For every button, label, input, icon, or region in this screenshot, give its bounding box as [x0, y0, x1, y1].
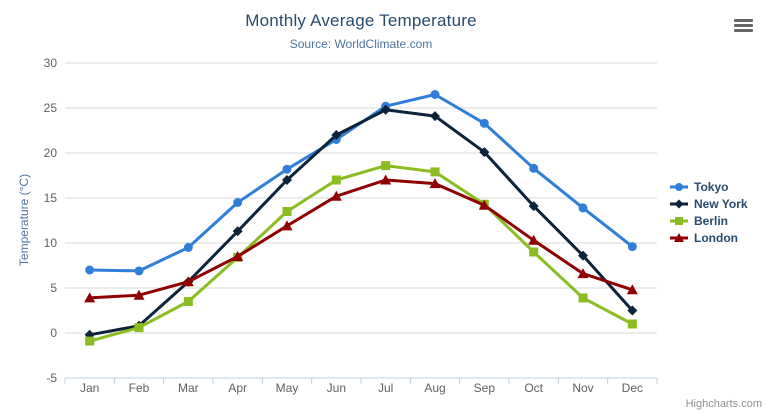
legend: Tokyo New York Berlin London — [669, 179, 748, 245]
point-tokyo-dec[interactable] — [627, 242, 637, 252]
point-london-may[interactable] — [281, 220, 293, 231]
point-tokyo-jan[interactable] — [85, 265, 95, 275]
series-tokyo — [85, 90, 637, 276]
point-berlin-jul[interactable] — [381, 161, 391, 171]
y-axis-tick-label: 30 — [44, 56, 58, 70]
legend-item-berlin[interactable]: Berlin — [669, 213, 748, 228]
point-new-york-jun[interactable] — [331, 130, 342, 140]
point-new-york-jul[interactable] — [380, 104, 391, 115]
point-new-york-apr[interactable] — [232, 226, 243, 237]
series-new-york — [84, 104, 638, 340]
point-berlin-may[interactable] — [282, 207, 292, 216]
point-london-jan[interactable] — [84, 292, 96, 303]
x-axis-labels: Jan Feb Mar Apr May Jun Jul Aug Sep Oct Nov Dec — [80, 381, 643, 395]
point-new-york-nov[interactable] — [578, 250, 588, 261]
point-tokyo-aug[interactable] — [430, 90, 440, 99]
point-berlin-mar[interactable] — [183, 297, 193, 306]
point-tokyo-apr[interactable] — [233, 198, 243, 207]
series-line-london[interactable] — [88, 178, 634, 300]
y-axis-title: Temperature (°C) — [17, 173, 31, 267]
point-tokyo-may[interactable] — [282, 164, 292, 174]
point-new-york-dec[interactable] — [627, 305, 638, 316]
legend-item-tokyo[interactable]: Tokyo — [669, 179, 748, 194]
tokyo-marker-glyph[interactable] — [675, 182, 683, 191]
chart-subtitle: Source: WorldClimate.com — [289, 37, 433, 51]
point-tokyo-mar[interactable] — [183, 243, 193, 252]
point-tokyo-oct[interactable] — [529, 163, 539, 173]
legend-label: Tokyo — [694, 179, 729, 194]
london-marker-glyph[interactable] — [674, 232, 684, 242]
point-tokyo-sep[interactable] — [479, 118, 489, 128]
point-berlin-aug[interactable] — [430, 167, 440, 177]
y-axis-tick-label: -5 — [46, 371, 57, 385]
y-axis-tick-label: 5 — [50, 281, 57, 295]
point-berlin-jun[interactable] — [331, 175, 341, 185]
y-axis-tick-label: 20 — [44, 146, 58, 160]
berlin-marker-glyph[interactable] — [675, 216, 683, 225]
point-london-oct[interactable] — [528, 234, 540, 245]
y-axis-tick-label: 15 — [44, 191, 58, 205]
series-berlin — [85, 161, 637, 346]
point-berlin-jan[interactable] — [85, 336, 95, 346]
x-axis-tick-label: Oct — [524, 381, 543, 395]
point-london-mar[interactable] — [182, 276, 194, 287]
point-london-aug[interactable] — [429, 178, 441, 189]
hamburger-menu-icon[interactable] — [734, 19, 753, 32]
tokyo-legend-marker-icon — [670, 182, 688, 191]
series-line-new-york[interactable] — [88, 108, 634, 337]
series-line-berlin[interactable] — [88, 164, 634, 343]
series-london — [84, 174, 638, 303]
x-axis-tick-label: Feb — [129, 381, 150, 395]
point-london-jun[interactable] — [330, 190, 342, 201]
legend-label: New York — [694, 196, 748, 211]
x-axis-tick-label: May — [276, 381, 299, 395]
x-axis — [64, 377, 658, 384]
point-london-nov[interactable] — [577, 268, 589, 279]
x-axis-tick-label: Apr — [228, 381, 247, 395]
point-london-apr[interactable] — [232, 251, 244, 261]
point-london-feb[interactable] — [133, 289, 145, 300]
y-axis-tick-label: 25 — [44, 101, 58, 115]
point-new-york-aug[interactable] — [430, 111, 440, 122]
legend-label: Berlin — [694, 213, 729, 228]
y-axis-tick-label: 10 — [44, 236, 58, 250]
point-tokyo-feb[interactable] — [134, 266, 144, 276]
point-tokyo-nov[interactable] — [578, 203, 588, 213]
x-axis-tick-label: Jan — [80, 381, 99, 395]
point-new-york-sep[interactable] — [479, 147, 490, 158]
x-axis-tick-label: Mar — [178, 381, 199, 395]
point-berlin-nov[interactable] — [578, 293, 588, 303]
point-london-dec[interactable] — [626, 284, 638, 295]
point-berlin-feb[interactable] — [134, 323, 144, 333]
y-axis-tick-label: 0 — [50, 326, 57, 340]
point-london-sep[interactable] — [478, 199, 490, 210]
x-axis-tick-label: Jun — [327, 381, 346, 395]
point-new-york-may[interactable] — [282, 175, 292, 185]
x-axis-tick-label: Aug — [424, 381, 445, 395]
x-axis-tick-label: Nov — [572, 381, 593, 395]
new-york-legend-marker-icon — [670, 199, 688, 208]
x-axis-tick-label: Jul — [378, 381, 393, 395]
point-berlin-dec[interactable] — [627, 319, 637, 329]
y-axis-labels: -5 0 5 10 15 20 25 30 — [44, 56, 58, 385]
point-london-jul[interactable] — [380, 174, 392, 185]
new-york-marker-glyph[interactable] — [674, 199, 684, 208]
legend-item-new-york[interactable]: New York — [669, 196, 748, 211]
chart-title: Monthly Average Temperature — [245, 11, 477, 30]
legend-item-london[interactable]: London — [669, 230, 748, 245]
highcharts-credits-link[interactable]: Highcharts.com — [685, 398, 762, 410]
x-axis-tick-label: Dec — [622, 381, 643, 395]
london-legend-marker-icon — [670, 232, 688, 242]
x-axis-tick-label: Sep — [474, 381, 496, 395]
legend-label: London — [694, 230, 738, 245]
point-berlin-oct[interactable] — [529, 247, 539, 257]
point-new-york-oct[interactable] — [528, 201, 539, 212]
berlin-legend-marker-icon — [670, 216, 688, 225]
gridlines — [65, 62, 657, 379]
